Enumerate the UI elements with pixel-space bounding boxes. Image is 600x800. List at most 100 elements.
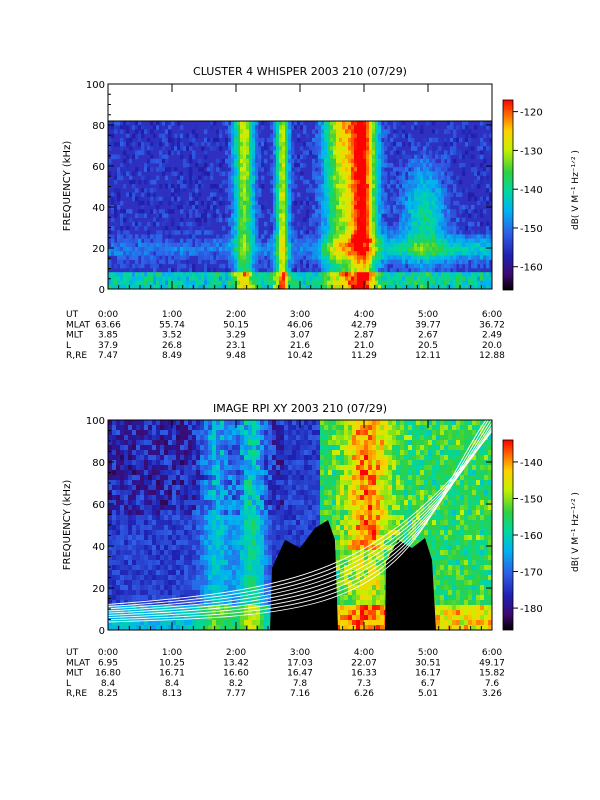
spectrogram-cell: [447, 175, 451, 181]
spectrogram-cell: [432, 121, 436, 126]
spectrogram-cell: [120, 284, 124, 289]
spectrogram-cell: [372, 259, 376, 265]
spectrogram-cell: [255, 276, 259, 281]
spectrogram-cell: [285, 213, 289, 218]
spectrogram-cell: [237, 133, 241, 139]
spectrogram-cell: [309, 259, 313, 265]
spectrogram-cell: [456, 192, 460, 197]
spectrogram-cell: [315, 188, 319, 193]
spectrogram-cell: [408, 234, 412, 239]
spectrogram-cell: [225, 150, 229, 155]
spectrogram-cell: [291, 234, 295, 239]
spectrogram-cell: [240, 188, 244, 193]
spectrogram-cell: [116, 465, 121, 471]
spectrogram-cell: [345, 272, 349, 277]
spectrogram-cell: [148, 545, 153, 551]
spectrogram-cell: [176, 445, 181, 451]
spectrogram-cell: [222, 179, 226, 185]
spectrogram-cell: [124, 485, 129, 491]
spectrogram-cell: [255, 213, 259, 218]
spectrogram-cell: [249, 234, 253, 239]
spectrogram-cell: [136, 555, 141, 561]
spectrogram-cell: [156, 230, 160, 235]
spectrogram-cell: [390, 188, 394, 193]
spectrogram-cell: [306, 142, 310, 147]
spectrogram-cell: [456, 226, 460, 231]
spectrogram-cell: [243, 247, 247, 252]
spectrogram-cell: [453, 259, 457, 265]
spectrogram-cell: [231, 230, 235, 235]
spectrogram-cell: [348, 251, 352, 256]
spectrogram-cell: [408, 179, 412, 185]
spectrogram-cell: [108, 595, 113, 601]
spectrogram-cell: [471, 192, 475, 197]
spectrogram-cell: [174, 255, 178, 260]
spectrogram-cell: [252, 276, 256, 281]
spectrogram-cell: [204, 209, 208, 214]
spectrogram-cell: [483, 167, 487, 172]
spectrogram-cell: [486, 175, 490, 181]
spectrogram-cell: [204, 475, 209, 481]
spectrogram-cell: [132, 620, 137, 626]
spectrogram-cell: [354, 125, 358, 130]
spectrogram-cell: [234, 242, 238, 248]
spectrogram-cell: [285, 209, 289, 214]
spectrogram-cell: [348, 268, 352, 273]
spectrogram-cell: [306, 276, 310, 281]
spectrogram-cell: [357, 272, 361, 277]
spectrogram-cell: [112, 425, 117, 431]
spectrogram-cell: [120, 142, 124, 147]
spectrogram-cell: [378, 247, 382, 252]
spectrogram-cell: [435, 280, 439, 286]
spectrogram-cell: [132, 540, 137, 546]
spectrogram-cell: [120, 575, 125, 581]
spectrogram-cell: [438, 251, 442, 256]
spectrogram-cell: [136, 500, 141, 506]
spectrogram-cell: [195, 217, 199, 223]
spectrogram-cell: [468, 209, 472, 214]
spectrogram-cell: [453, 263, 457, 269]
spectrogram-cell: [231, 163, 235, 168]
spectrogram-cell: [120, 251, 124, 256]
spectrogram-cell: [375, 221, 379, 227]
spectrogram-cell: [399, 255, 403, 260]
spectrogram-cell: [273, 205, 277, 210]
spectrogram-cell: [288, 280, 292, 286]
spectrogram-cell: [172, 590, 177, 596]
spectrogram-cell: [309, 184, 313, 189]
spectrogram-cell: [264, 284, 268, 289]
spectrogram-cell: [381, 167, 385, 172]
spectrogram-cell: [459, 276, 463, 281]
spectrogram-cell: [417, 230, 421, 235]
spectrogram-cell: [114, 129, 118, 134]
spectrogram-cell: [108, 230, 112, 235]
spectrogram-cell: [171, 272, 175, 277]
spectrogram-cell: [339, 146, 343, 151]
spectrogram-cell: [288, 234, 292, 239]
spectrogram-cell: [321, 221, 325, 227]
ephemeris-row-label: MLT: [66, 331, 84, 341]
spectrogram-cell: [261, 137, 265, 143]
spectrogram-cell: [390, 142, 394, 147]
spectrogram-cell: [384, 268, 388, 273]
spectrogram-cell: [132, 510, 137, 516]
spectrogram-cell: [285, 121, 289, 126]
spectrogram-cell: [312, 284, 316, 289]
spectrogram-cell: [264, 276, 268, 281]
spectrogram-cell: [324, 150, 328, 155]
spectrogram-cell: [162, 146, 166, 151]
spectrogram-cell: [192, 510, 197, 516]
spectrogram-cell: [471, 247, 475, 252]
spectrogram-cell: [360, 125, 364, 130]
spectrogram-cell: [128, 585, 133, 591]
spectrogram-cell: [348, 284, 352, 289]
spectrogram-cell: [291, 259, 295, 265]
spectrogram-cell: [480, 142, 484, 147]
spectrogram-cell: [405, 251, 409, 256]
spectrogram-cell: [192, 175, 196, 181]
spectrogram-cell: [258, 167, 262, 172]
spectrogram-cell: [210, 125, 214, 130]
spectrogram-cell: [474, 196, 478, 202]
spectrogram-cell: [124, 475, 129, 481]
spectrogram-cell: [360, 192, 364, 197]
